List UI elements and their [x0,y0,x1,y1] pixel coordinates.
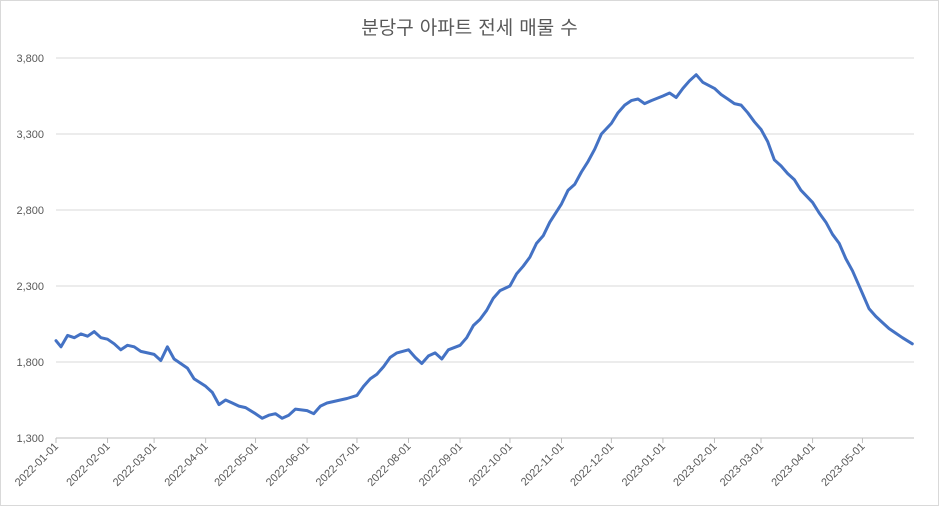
x-tick-label: 2022-08-01 [365,441,413,489]
x-tick-label: 2022-05-01 [212,441,260,489]
x-tick-label: 2023-01-01 [620,441,668,489]
x-tick-label: 2022-11-01 [519,441,567,489]
x-tick-label: 2023-04-01 [769,441,817,489]
x-tick-label: 2022-12-01 [568,441,616,489]
y-tick-label: 3,300 [16,129,44,141]
y-tick-label: 1,800 [16,357,44,369]
x-tick-label: 2022-09-01 [417,441,465,489]
y-tick-label: 3,800 [16,53,44,65]
y-tick-label: 1,300 [16,433,44,445]
chart-title: 분당구 아파트 전세 매물 수 [361,17,578,39]
x-tick-label: 2022-01-01 [13,441,61,489]
x-tick-label: 2023-02-01 [671,441,719,489]
x-tick-label: 2022-02-01 [64,441,112,489]
series-line [54,73,914,420]
y-tick-label: 2,300 [16,281,44,293]
x-tick-label: 2022-06-01 [264,441,312,489]
x-tick-label: 2022-10-01 [467,441,515,489]
x-tick-label: 2023-03-01 [718,441,766,489]
x-tick-label: 2022-04-01 [162,441,210,489]
x-tick-label: 2023-05-01 [819,441,867,489]
x-tick-label: 2022-03-01 [111,441,159,489]
x-tick-label: 2022-07-01 [314,441,362,489]
y-tick-label: 2,800 [16,205,44,217]
